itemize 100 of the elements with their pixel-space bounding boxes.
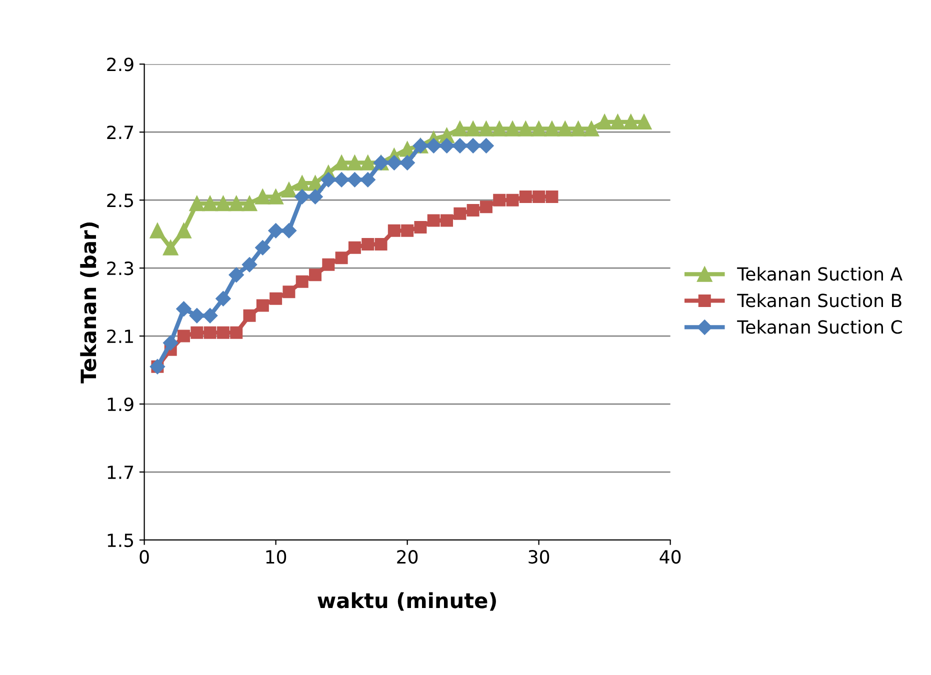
x-tick-label: 40 <box>660 550 681 564</box>
point <box>493 194 506 206</box>
point <box>362 238 374 251</box>
y-tick-label: 2.7 <box>107 126 134 139</box>
x-tick-label: 30 <box>528 550 550 564</box>
point <box>506 194 519 206</box>
point <box>202 196 218 212</box>
point <box>610 114 626 130</box>
point <box>465 121 481 136</box>
point <box>426 138 442 154</box>
point <box>360 155 376 170</box>
point <box>189 196 205 212</box>
point <box>322 258 335 271</box>
point <box>584 121 600 136</box>
legend-label: Tekanan Suction A <box>737 266 902 281</box>
point <box>480 200 492 214</box>
point <box>454 207 466 220</box>
point <box>532 190 546 203</box>
point <box>596 114 612 130</box>
point <box>255 240 270 256</box>
point <box>242 257 258 272</box>
point <box>452 138 468 154</box>
point <box>176 301 192 316</box>
x-tick-label: 10 <box>266 550 286 564</box>
y-tick-label: 1.7 <box>108 466 134 479</box>
point <box>334 172 350 188</box>
point <box>270 292 282 305</box>
point <box>492 121 508 136</box>
point <box>228 196 244 212</box>
point <box>256 299 269 312</box>
point <box>465 138 481 154</box>
point <box>216 291 231 306</box>
point <box>348 241 361 254</box>
point <box>150 223 166 238</box>
point <box>504 121 520 136</box>
point <box>282 286 296 298</box>
point <box>400 155 415 170</box>
point <box>414 221 427 234</box>
y-tick-label: 1.9 <box>108 397 134 412</box>
point <box>281 182 297 198</box>
point <box>308 189 323 204</box>
x-tick-label: 20 <box>397 550 418 564</box>
point <box>255 189 270 204</box>
point <box>347 172 362 188</box>
point <box>281 223 297 238</box>
x-axis-title: waktu (minute) <box>318 592 496 611</box>
point <box>190 326 204 339</box>
point <box>347 155 362 170</box>
point <box>309 268 322 282</box>
point <box>623 114 639 130</box>
point <box>216 196 231 212</box>
point <box>374 238 388 251</box>
y-tick-label: 2.9 <box>107 58 134 72</box>
point <box>162 240 178 256</box>
point <box>242 196 258 212</box>
point <box>334 155 350 170</box>
point <box>335 252 348 264</box>
point <box>320 172 336 188</box>
point <box>268 223 284 238</box>
point <box>163 335 178 350</box>
point <box>268 189 284 204</box>
point <box>202 308 218 324</box>
point <box>440 214 454 227</box>
x-tick-label: 0 <box>140 550 149 564</box>
point <box>360 172 376 188</box>
point <box>478 121 494 136</box>
y-tick-label: 2.1 <box>107 330 133 343</box>
point <box>228 267 244 282</box>
point <box>531 121 546 136</box>
legend-label: Tekanan Suction C <box>737 320 902 334</box>
point <box>388 224 400 237</box>
point <box>189 308 204 324</box>
point <box>636 114 652 130</box>
point <box>439 138 454 154</box>
point <box>294 175 310 191</box>
point <box>401 224 414 237</box>
point <box>466 204 480 217</box>
point <box>546 190 558 203</box>
point <box>176 223 192 238</box>
point <box>294 189 310 204</box>
y-tick-label: 1.5 <box>108 534 134 548</box>
point <box>557 121 573 136</box>
point <box>518 121 534 136</box>
point <box>570 121 586 136</box>
point <box>427 214 440 227</box>
point <box>386 155 402 170</box>
point <box>452 121 468 136</box>
y-tick-label: 2.3 <box>107 262 134 276</box>
point <box>296 275 308 288</box>
y-axis-title: Tekanan (bar) <box>80 222 99 384</box>
y-tick-label: 2.5 <box>107 194 134 208</box>
point <box>478 138 494 154</box>
legend-label: Tekanan Suction B <box>737 293 902 308</box>
point <box>216 326 230 339</box>
point <box>230 326 243 339</box>
point <box>544 121 560 136</box>
point <box>519 190 532 203</box>
point <box>243 309 256 322</box>
point <box>204 326 216 339</box>
point <box>178 330 190 342</box>
